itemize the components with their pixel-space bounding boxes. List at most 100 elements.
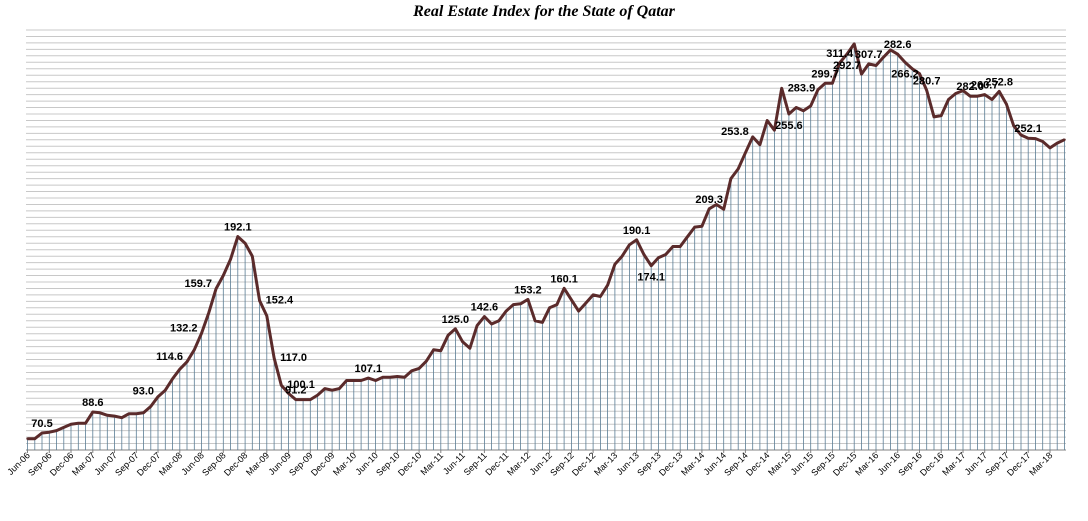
data-point <box>1019 133 1023 137</box>
data-label: 100.1 <box>287 379 315 391</box>
data-point <box>323 387 326 390</box>
data-point <box>751 135 754 139</box>
x-tick-label: Dec-14 <box>744 450 772 478</box>
data-point <box>512 303 515 306</box>
data-label: 311.4 <box>826 48 854 60</box>
data-point <box>911 67 914 71</box>
data-point <box>954 92 957 95</box>
x-tick-label: Mar-18 <box>1027 450 1054 477</box>
data-point <box>164 389 167 392</box>
data-point <box>932 115 936 119</box>
data-label: 260.7 <box>971 80 999 92</box>
data-point <box>236 235 239 238</box>
data-point <box>48 431 51 434</box>
data-point <box>961 89 965 92</box>
data-point <box>773 129 776 132</box>
data-point <box>679 245 682 248</box>
data-point <box>519 302 522 305</box>
data-point <box>33 437 36 440</box>
x-tick-label: Mar-15 <box>766 450 793 477</box>
data-label: 88.6 <box>82 397 103 409</box>
data-point <box>178 368 181 371</box>
data-label: 91.2 <box>285 385 306 397</box>
data-point <box>410 369 413 372</box>
data-point <box>533 319 537 322</box>
x-tick-label: Mar-10 <box>331 450 358 477</box>
data-point <box>787 112 791 116</box>
data-point <box>606 284 609 287</box>
data-point <box>548 306 551 309</box>
data-point <box>838 61 841 64</box>
x-tick-label: Dec-07 <box>135 450 163 478</box>
data-point <box>490 322 493 326</box>
data-point <box>635 238 638 241</box>
data-label: 132.2 <box>170 322 198 334</box>
data-point <box>1012 124 1015 128</box>
data-point <box>207 311 210 314</box>
data-label: 292.7 <box>833 60 861 72</box>
data-point <box>98 411 102 414</box>
data-point <box>84 422 87 425</box>
data-point <box>330 389 334 392</box>
data-point <box>766 119 769 122</box>
data-point <box>599 295 602 298</box>
data-point <box>272 356 276 360</box>
data-label: 70.5 <box>31 418 52 430</box>
data-point <box>381 376 384 379</box>
data-point <box>359 379 363 382</box>
data-label: 142.6 <box>471 302 499 314</box>
data-point <box>454 327 457 330</box>
x-tick-label: Mar-17 <box>940 450 967 477</box>
grid <box>26 29 1066 451</box>
data-label: 307.7 <box>855 49 883 61</box>
data-point <box>439 349 442 352</box>
data-point <box>229 258 232 261</box>
data-point <box>882 56 885 59</box>
data-point <box>309 398 312 401</box>
data-point <box>91 410 95 414</box>
x-tick-label: Mar-16 <box>853 450 880 477</box>
data-point <box>795 106 798 109</box>
data-point <box>969 95 972 98</box>
data-point <box>562 287 566 290</box>
data-point <box>156 395 160 398</box>
data-point <box>251 255 254 258</box>
data-point <box>925 89 928 92</box>
data-point <box>1063 138 1066 141</box>
data-point <box>729 177 733 180</box>
data-label: 117.0 <box>280 352 307 364</box>
x-tick-label: Dec-10 <box>396 450 424 478</box>
data-point <box>294 398 297 401</box>
drop-lines <box>27 43 1065 450</box>
data-label: 209.3 <box>695 194 723 206</box>
data-point <box>338 387 341 390</box>
data-point <box>570 298 573 301</box>
data-point <box>222 274 225 277</box>
data-point <box>142 411 145 414</box>
data-point <box>301 398 305 401</box>
x-tick-label: Mar-11 <box>418 450 445 477</box>
data-point <box>258 299 261 302</box>
data-point <box>867 62 870 66</box>
data-point <box>860 72 863 76</box>
data-point <box>918 72 921 75</box>
data-label: 280.7 <box>913 75 941 87</box>
data-point <box>171 377 174 381</box>
data-label: 299.7 <box>811 68 839 80</box>
data-point <box>1041 140 1044 143</box>
x-tick-label: Mar-14 <box>679 450 706 477</box>
data-point <box>149 405 152 408</box>
data-point <box>113 414 116 418</box>
data-point <box>976 95 979 98</box>
data-label: 192.1 <box>224 222 252 234</box>
data-point <box>214 287 218 291</box>
data-point <box>1005 103 1008 106</box>
data-point <box>947 98 950 101</box>
x-tick-label: Mar-07 <box>70 450 97 477</box>
x-tick-label: Dec-15 <box>831 450 859 478</box>
data-point <box>345 379 348 382</box>
data-point <box>446 334 450 337</box>
data-label: 153.2 <box>514 284 542 296</box>
x-tick-label: Mar-12 <box>505 450 532 477</box>
